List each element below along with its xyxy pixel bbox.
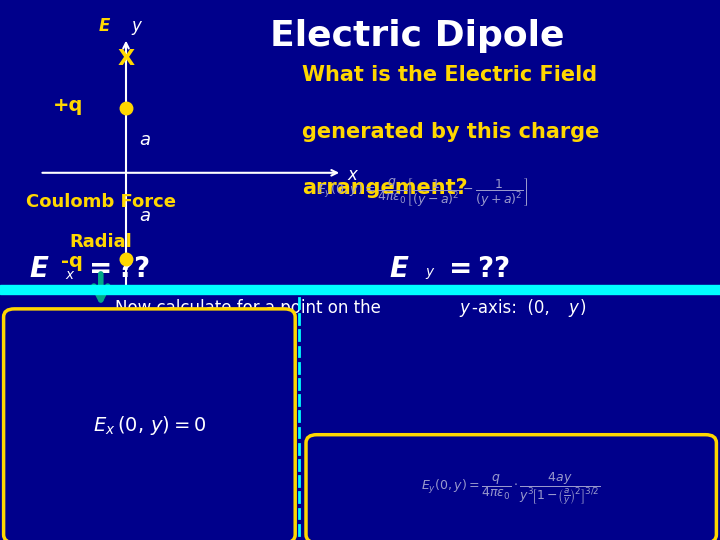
Text: $\boldsymbol{= ??}$: $\boldsymbol{= ??}$ [443, 255, 509, 283]
Text: Coulomb Force: Coulomb Force [26, 193, 176, 211]
Text: $\boldsymbol{= ??}$: $\boldsymbol{= ??}$ [83, 255, 149, 283]
Text: E: E [99, 17, 110, 35]
Text: y: y [132, 17, 142, 35]
Text: Now calculate for a point on the: Now calculate for a point on the [115, 299, 387, 317]
FancyBboxPatch shape [306, 435, 716, 540]
Text: $E_y(0,y) = \dfrac{q}{4\pi\epsilon_0}\cdot\dfrac{4ay}{y^3\!\left[1-\!\left(\frac: $E_y(0,y) = \dfrac{q}{4\pi\epsilon_0}\cd… [421, 470, 601, 507]
Text: y: y [569, 299, 579, 317]
FancyBboxPatch shape [4, 309, 295, 540]
Text: +q: +q [53, 96, 83, 115]
Text: arrangement?: arrangement? [302, 178, 468, 198]
Text: $_y$: $_y$ [425, 263, 436, 282]
Bar [0, 285, 720, 294]
Text: $E_y(0,y) = \dfrac{q}{4\pi\epsilon_0}\left[\dfrac{1}{(y-a)^2} - \dfrac{1}{(y+a)^: $E_y(0,y) = \dfrac{q}{4\pi\epsilon_0}\le… [317, 177, 528, 208]
Text: $\it{E}_x\,(0,\,y) = 0$: $\it{E}_x\,(0,\,y) = 0$ [93, 414, 206, 437]
Text: X: X [117, 49, 135, 70]
Text: a: a [139, 131, 150, 150]
Text: x: x [348, 166, 358, 185]
Text: ): ) [580, 299, 586, 317]
Text: $_x$: $_x$ [65, 263, 76, 282]
Text: a: a [139, 207, 150, 225]
Text: -axis:  (0,: -axis: (0, [472, 299, 549, 317]
Text: $\boldsymbol{E}$: $\boldsymbol{E}$ [389, 255, 410, 283]
Text: -q: -q [61, 252, 83, 272]
Text: Radial: Radial [69, 233, 132, 251]
Text: $\boldsymbol{E}$: $\boldsymbol{E}$ [29, 255, 50, 283]
Text: generated by this charge: generated by this charge [302, 122, 600, 141]
Text: y: y [459, 299, 469, 317]
Text: What is the Electric Field: What is the Electric Field [302, 65, 598, 85]
Text: Electric Dipole: Electric Dipole [270, 19, 565, 53]
